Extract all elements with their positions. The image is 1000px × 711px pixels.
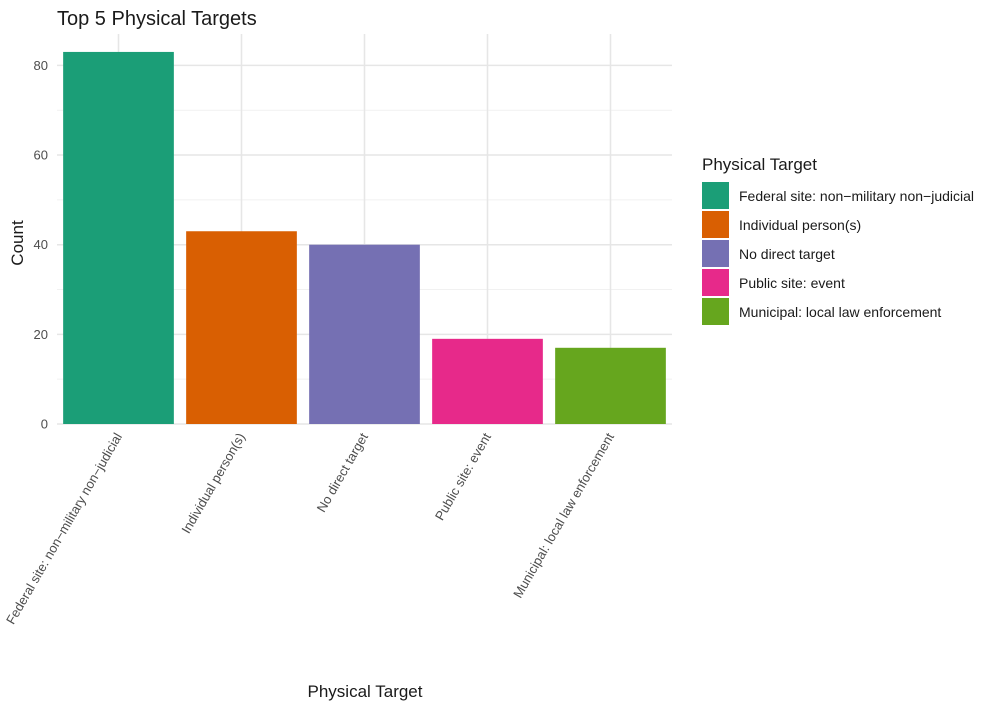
y-axis-title: Count	[8, 220, 27, 266]
legend-key	[702, 240, 729, 267]
legend-label: No direct target	[739, 246, 835, 262]
x-tick-label: Federal site: non−military non−judicial	[3, 430, 125, 627]
legend-key	[702, 269, 729, 296]
y-tick-label: 0	[41, 417, 48, 432]
legend-label: Municipal: local law enforcement	[739, 304, 941, 320]
legend-label: Individual person(s)	[739, 217, 861, 233]
legend-key	[702, 182, 729, 209]
bars	[63, 51, 666, 425]
chart-title: Top 5 Physical Targets	[57, 8, 257, 30]
bar	[63, 51, 174, 425]
bar	[186, 231, 297, 424]
bar	[432, 338, 543, 424]
legend-label: Public site: event	[739, 275, 845, 291]
x-tick-label: No direct target	[314, 430, 372, 515]
legend-label: Federal site: non−military non−judicial	[739, 188, 974, 204]
y-tick-label: 80	[34, 58, 48, 73]
y-tick-label: 40	[34, 237, 48, 252]
legend-key	[702, 298, 729, 325]
x-axis-ticks: Federal site: non−military non−judicial I…	[3, 430, 617, 627]
x-tick-label: Individual person(s)	[178, 430, 248, 536]
y-axis-ticks: 0 20 40 60 80	[34, 58, 48, 432]
legend-title: Physical Target	[702, 155, 817, 174]
x-axis-title: Physical Target	[308, 682, 423, 701]
x-tick-label: Municipal: local law enforcement	[510, 430, 617, 601]
bar	[555, 347, 666, 424]
y-tick-label: 20	[34, 327, 48, 342]
bar	[309, 244, 420, 424]
x-tick-label: Public site: event	[432, 430, 494, 523]
legend-key	[702, 211, 729, 238]
legend: Physical Target Federal site: non−milita…	[702, 155, 974, 325]
y-tick-label: 60	[34, 148, 48, 163]
